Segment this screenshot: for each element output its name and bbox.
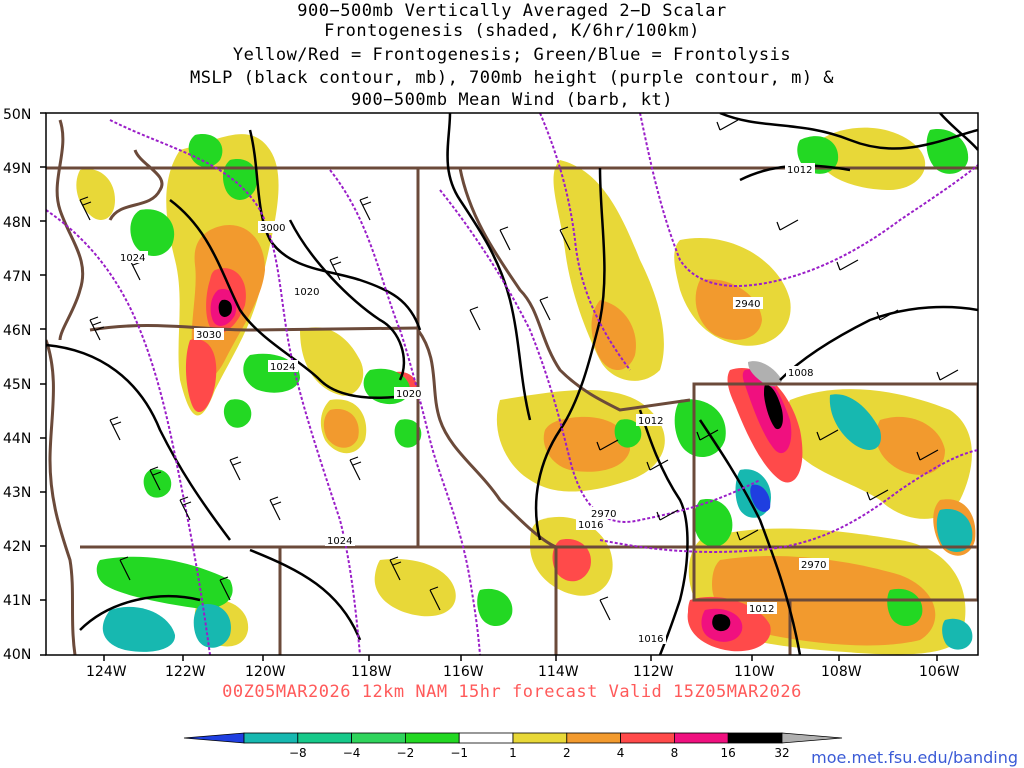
- mslp-label: 1020: [294, 287, 319, 298]
- mslp-label: 1024: [270, 362, 295, 373]
- height-label: 2940: [735, 299, 760, 310]
- colorbar-swatch: [183, 732, 245, 744]
- lat-tick-label: 42N: [3, 539, 31, 555]
- colorbar-swatch: [566, 732, 621, 744]
- mslp-label: 1020: [396, 389, 421, 400]
- mslp-label: 1012: [787, 165, 812, 176]
- mslp-label: 1024: [120, 253, 145, 264]
- lat-tick-label: 46N: [3, 323, 31, 339]
- lon-tick-label: 124W: [86, 664, 127, 680]
- longitude-axis: 124W 122W 120W 118W 116W 114W 112W 110W …: [86, 664, 960, 680]
- lon-tick-label: 110W: [734, 664, 775, 680]
- colorbar-swatch: [243, 732, 299, 744]
- colorbar-swatch: [297, 732, 352, 744]
- lon-tick-label: 116W: [443, 664, 484, 680]
- contour-labels: 1012 1024 1020 1024 1020 1012 1016 1008 …: [118, 163, 829, 645]
- title-line-5: 900−500mb Mean Wind (barb, kt): [350, 90, 674, 110]
- colorbar-swatch: [512, 732, 568, 744]
- lon-tick-label: 112W: [633, 664, 674, 680]
- height-label: 3000: [260, 223, 285, 234]
- colorbar-label: 2: [563, 746, 571, 760]
- lat-tick-label: 50N: [3, 107, 31, 123]
- shaded-field: [46, 113, 978, 655]
- lon-ticks: [103, 655, 938, 661]
- lat-tick-label: 48N: [3, 215, 31, 231]
- mslp-label: 1012: [638, 416, 663, 427]
- title-line-4: MSLP (black contour, mb), 700mb height (…: [189, 68, 835, 88]
- forecast-valid-time: 00Z05MAR2026 12km NAM 15hr forecast Vali…: [222, 682, 802, 702]
- title-line-1: 900−500mb Vertically Averaged 2−D Scalar: [297, 1, 727, 21]
- colorbar-label: 32: [774, 746, 789, 760]
- colorbar-swatch: [458, 732, 514, 744]
- colorbar-label: −8: [289, 746, 307, 760]
- lon-tick-label: 122W: [165, 664, 206, 680]
- title-line-3: Yellow/Red = Frontogenesis; Green/Blue =…: [232, 45, 792, 65]
- lat-tick-label: 45N: [3, 377, 31, 393]
- title-line-2: Frontogenesis (shaded, K/6hr/100km): [324, 21, 700, 41]
- height-contours: [46, 113, 978, 655]
- lon-tick-label: 120W: [245, 664, 286, 680]
- mslp-contours: [46, 113, 978, 655]
- colorbar-swatch: [781, 732, 843, 744]
- height-label: 2970: [591, 509, 616, 520]
- colorbar-label: 4: [617, 746, 625, 760]
- mslp-label: 1016: [638, 634, 663, 645]
- colorbar-label: −1: [450, 746, 468, 760]
- height-label: 3030: [196, 330, 221, 341]
- lat-tick-label: 47N: [3, 269, 31, 285]
- colorbar-swatch: [620, 732, 675, 744]
- lat-tick-label: 41N: [3, 593, 31, 609]
- colorbar-label: 16: [721, 746, 736, 760]
- colorbar-label: 1: [509, 746, 517, 760]
- mslp-label: 1024: [327, 536, 352, 547]
- lon-tick-label: 106W: [919, 664, 960, 680]
- colorbar: −8 −4 −2 −1 1 2 4 8 16 32: [183, 732, 843, 760]
- colorbar-swatch: [351, 732, 406, 744]
- lat-tick-label: 40N: [3, 647, 31, 663]
- lat-ticks: [40, 112, 46, 656]
- colorbar-label: 8: [671, 746, 679, 760]
- political-borders: [46, 119, 978, 655]
- colorbar-swatch: [674, 732, 729, 744]
- lat-tick-label: 43N: [3, 485, 31, 501]
- lon-tick-label: 108W: [821, 664, 862, 680]
- mslp-label: 1016: [578, 520, 603, 531]
- credit-link[interactable]: moe.met.fsu.edu/banding: [811, 748, 1018, 767]
- colorbar-label: −2: [397, 746, 415, 760]
- lon-tick-label: 114W: [538, 664, 579, 680]
- lat-tick-label: 44N: [3, 431, 31, 447]
- mslp-label: 1012: [749, 604, 774, 615]
- colorbar-label: −4: [343, 746, 361, 760]
- height-label: 2970: [801, 560, 826, 571]
- mslp-label: 1008: [788, 368, 813, 379]
- lat-tick-label: 49N: [3, 161, 31, 177]
- latitude-axis: 50N 49N 48N 47N 46N 45N 44N 43N 42N 41N …: [3, 107, 31, 663]
- lon-tick-label: 118W: [351, 664, 392, 680]
- colorbar-swatch: [727, 732, 783, 744]
- colorbar-swatch: [404, 732, 460, 744]
